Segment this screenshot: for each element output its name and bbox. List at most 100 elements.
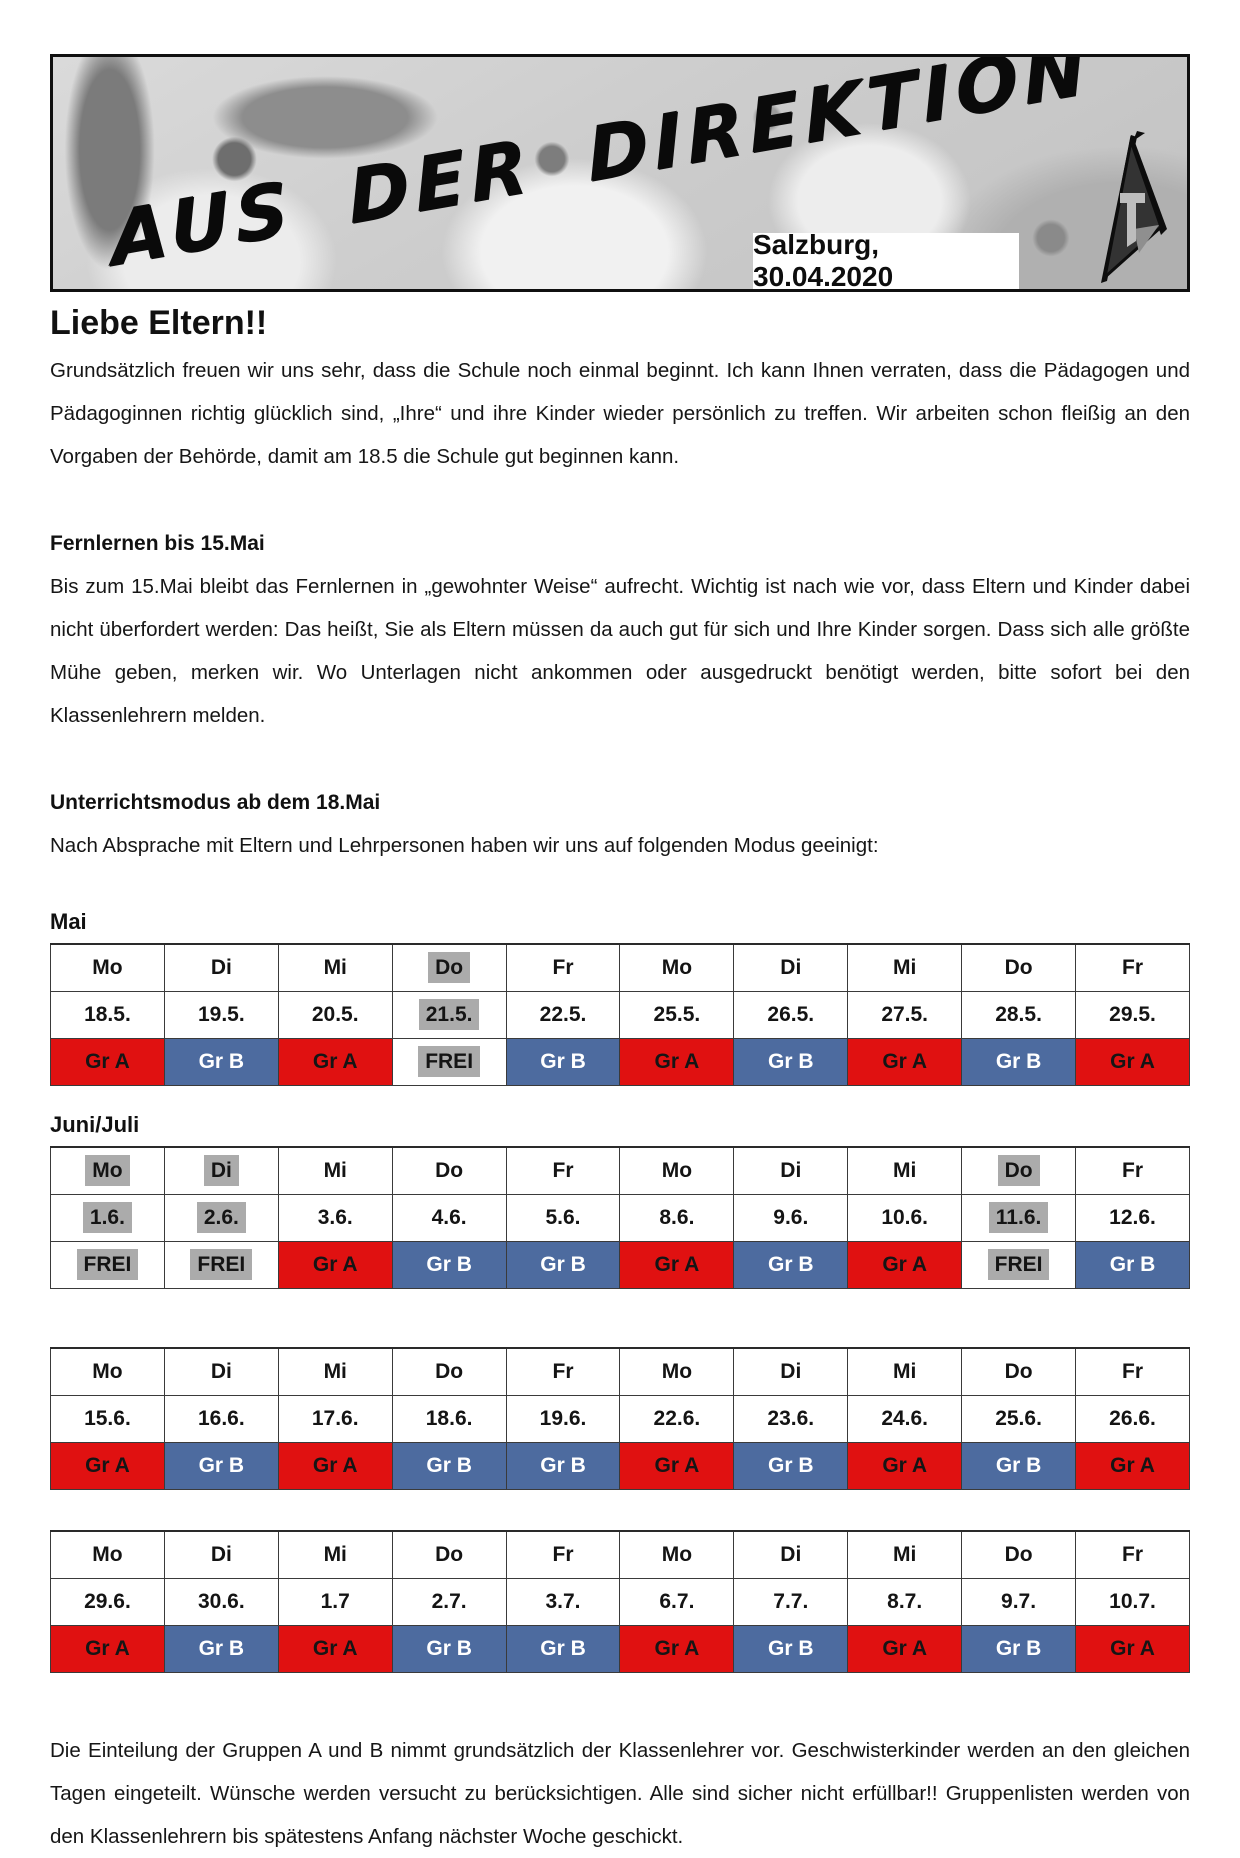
highlighted-text: Di xyxy=(203,1155,239,1186)
cell-text: Mo xyxy=(92,956,123,979)
date-cell: 9.7. xyxy=(961,1578,1077,1626)
cell-text: Gr A xyxy=(882,1637,928,1660)
schedule-table: Mo Di Mi Do Fr Mo Di Mi Do Fr 18.5. 19.5. 20.5. 21.5.… xyxy=(50,943,1190,1086)
group-cell: Gr A xyxy=(847,1442,963,1490)
table-row: Gr A Gr B Gr A FREI Gr B Gr A Gr B Gr A Gr B Gr A xyxy=(50,1038,1190,1086)
table-row: Mo Di Mi Do Fr Mo Di Mi Do Fr xyxy=(50,1146,1190,1195)
day-cell: Fr xyxy=(1075,1347,1190,1396)
highlighted-text: Mo xyxy=(85,1155,130,1186)
day-cell: Mo xyxy=(50,1530,165,1579)
date-cell: 5.6. xyxy=(505,1194,621,1242)
group-cell: Gr B xyxy=(961,1038,1077,1086)
sail-logo-icon xyxy=(1101,131,1167,283)
day-cell: Mo xyxy=(619,1347,735,1396)
date-cell: 28.5. xyxy=(961,991,1077,1039)
cell-text: Gr B xyxy=(768,1637,814,1660)
cell-text: 22.6. xyxy=(653,1407,701,1430)
cell-text: Gr A xyxy=(85,1454,130,1477)
group-cell: Gr A xyxy=(619,1442,735,1490)
date-cell: 23.6. xyxy=(733,1395,849,1443)
day-cell: Fr xyxy=(1075,943,1190,992)
cell-text: Mo xyxy=(661,1543,693,1566)
cell-text: Di xyxy=(780,956,802,979)
cell-text: Gr B xyxy=(995,1050,1042,1073)
group-cell: Gr A xyxy=(847,1241,963,1289)
cell-text: Gr A xyxy=(1110,1050,1155,1073)
group-cell: Gr B xyxy=(163,1442,279,1490)
table-row: 15.6. 16.6. 17.6. 18.6. 19.6. 22.6. 23.6. 24.6.… xyxy=(50,1395,1190,1443)
day-cell: Mi xyxy=(277,1146,393,1195)
group-cell: Gr B xyxy=(961,1442,1077,1490)
cell-text: 10.7. xyxy=(1109,1590,1156,1613)
cell-text: Gr B xyxy=(768,1454,814,1477)
date-cell: 18.6. xyxy=(391,1395,507,1443)
cell-text: Gr A xyxy=(654,1454,700,1477)
cell-text: 29.5. xyxy=(1109,1003,1156,1026)
cell-text: 26.6. xyxy=(1109,1407,1156,1430)
highlighted-text: Do xyxy=(997,1155,1040,1186)
group-cell: Gr A xyxy=(847,1038,963,1086)
cell-text: Gr B xyxy=(198,1637,245,1660)
cell-text: Fr xyxy=(1122,956,1143,979)
cell-text: 8.6. xyxy=(659,1206,695,1229)
date-cell: 19.5. xyxy=(163,991,279,1039)
cell-text: 19.5. xyxy=(197,1003,245,1026)
day-cell: Do xyxy=(391,1146,507,1195)
cell-text: 8.7. xyxy=(887,1590,923,1613)
cell-text: 6.7. xyxy=(659,1590,695,1613)
date-cell: 27.5. xyxy=(847,991,963,1039)
date-cell: 2.7. xyxy=(391,1578,507,1626)
date-cell: 18.5. xyxy=(50,991,165,1039)
fernlernen-paragraph: Bis zum 15.Mai bleibt das Fernlernen in … xyxy=(50,575,1190,727)
cell-text: Gr A xyxy=(1110,1637,1155,1660)
day-cell: Di xyxy=(733,1347,849,1396)
group-cell: Gr A xyxy=(50,1038,165,1086)
date-cell: 6.7. xyxy=(619,1578,735,1626)
date-cell: 21.5. xyxy=(391,991,507,1039)
cell-text: Mi xyxy=(323,1543,347,1566)
cell-text: Gr A xyxy=(654,1050,700,1073)
group-cell: Gr B xyxy=(505,1241,621,1289)
day-cell: Fr xyxy=(505,1347,621,1396)
day-cell: Mi xyxy=(277,1530,393,1579)
group-cell: Gr B xyxy=(961,1625,1077,1673)
date-cell: 3.6. xyxy=(277,1194,393,1242)
date-cell: 26.6. xyxy=(1075,1395,1190,1443)
cell-text: Fr xyxy=(1122,1543,1143,1566)
table-row: Mo Di Mi Do Fr Mo Di Mi Do Fr xyxy=(50,943,1190,992)
date-cell: 24.6. xyxy=(847,1395,963,1443)
table-row: 1.6. 2.6. 3.6. 4.6. 5.6. 8.6. 9.6. 10.6. 11.6. 12… xyxy=(50,1194,1190,1242)
day-cell: Fr xyxy=(505,943,621,992)
group-cell: FREI xyxy=(50,1241,165,1289)
day-cell: Di xyxy=(163,1347,279,1396)
cell-text: Do xyxy=(1004,1543,1033,1566)
day-cell: Do xyxy=(391,1347,507,1396)
cell-text: Gr A xyxy=(85,1637,130,1660)
date-cell: 30.6. xyxy=(163,1578,279,1626)
group-cell: Gr B xyxy=(163,1625,279,1673)
group-cell: Gr A xyxy=(619,1241,735,1289)
cell-text: Mi xyxy=(323,1360,347,1383)
cell-text: Gr B xyxy=(1109,1253,1156,1276)
group-cell: Gr B xyxy=(391,1625,507,1673)
group-cell: Gr B xyxy=(733,1442,849,1490)
cell-text: 20.5. xyxy=(311,1003,359,1026)
schedule-tables: Mai Mo Di Mi Do Fr Mo Di Mi Do Fr 18.5. 19.5. 20.5. 21… xyxy=(50,909,1190,1673)
group-cell: FREI xyxy=(391,1038,507,1086)
day-cell: Mo xyxy=(619,1530,735,1579)
day-cell: Do xyxy=(961,1146,1077,1195)
cell-text: 25.6. xyxy=(995,1407,1042,1430)
cell-text: Gr A xyxy=(882,1454,928,1477)
cell-text: Gr B xyxy=(768,1253,814,1276)
cell-text: 29.6. xyxy=(84,1590,131,1613)
cell-text: Mi xyxy=(893,1543,917,1566)
group-cell: Gr A xyxy=(1075,1625,1190,1673)
cell-text: Gr A xyxy=(882,1050,928,1073)
day-cell: Di xyxy=(163,1146,279,1195)
date-cell: 17.6. xyxy=(277,1395,393,1443)
day-cell: Mo xyxy=(619,943,735,992)
highlighted-text: Do xyxy=(428,952,471,983)
group-cell: Gr B xyxy=(391,1442,507,1490)
schedule-table: Mo Di Mi Do Fr Mo Di Mi Do Fr 29.6. 30.6. 1.7 2.7. 3.7… xyxy=(50,1530,1190,1673)
cell-text: 17.6. xyxy=(311,1407,359,1430)
